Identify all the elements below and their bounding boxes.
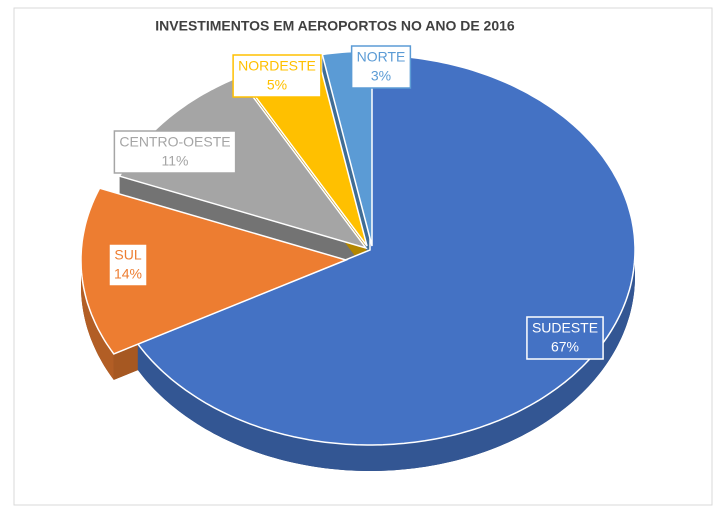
value-label: 3% bbox=[371, 68, 391, 84]
category-label: CENTRO-OESTE bbox=[119, 134, 230, 150]
data-label: SUL 14% bbox=[108, 243, 148, 287]
value-label: 5% bbox=[267, 77, 287, 93]
slice bbox=[80, 187, 349, 355]
data-label: NORTE 3% bbox=[350, 45, 412, 89]
data-label: SUDESTE 67% bbox=[526, 316, 604, 360]
slice-side bbox=[81, 260, 114, 380]
chart-title: INVESTIMENTOS EM AEROPORTOS NO ANO DE 20… bbox=[155, 18, 515, 34]
label-box bbox=[232, 54, 322, 98]
label-box bbox=[350, 45, 412, 89]
value-label: 11% bbox=[162, 153, 189, 169]
category-label: SUDESTE bbox=[532, 320, 598, 336]
data-label: CENTRO-OESTE 11% bbox=[113, 130, 237, 174]
label-box bbox=[108, 243, 148, 287]
value-label: 67% bbox=[551, 339, 579, 355]
label-box bbox=[113, 130, 237, 174]
category-label: SUL bbox=[114, 247, 141, 263]
data-label: NORDESTE 5% bbox=[232, 54, 322, 98]
category-label: NORDESTE bbox=[238, 58, 316, 74]
label-box bbox=[526, 316, 604, 360]
category-label: NORTE bbox=[357, 49, 406, 65]
value-label: 14% bbox=[114, 266, 142, 282]
